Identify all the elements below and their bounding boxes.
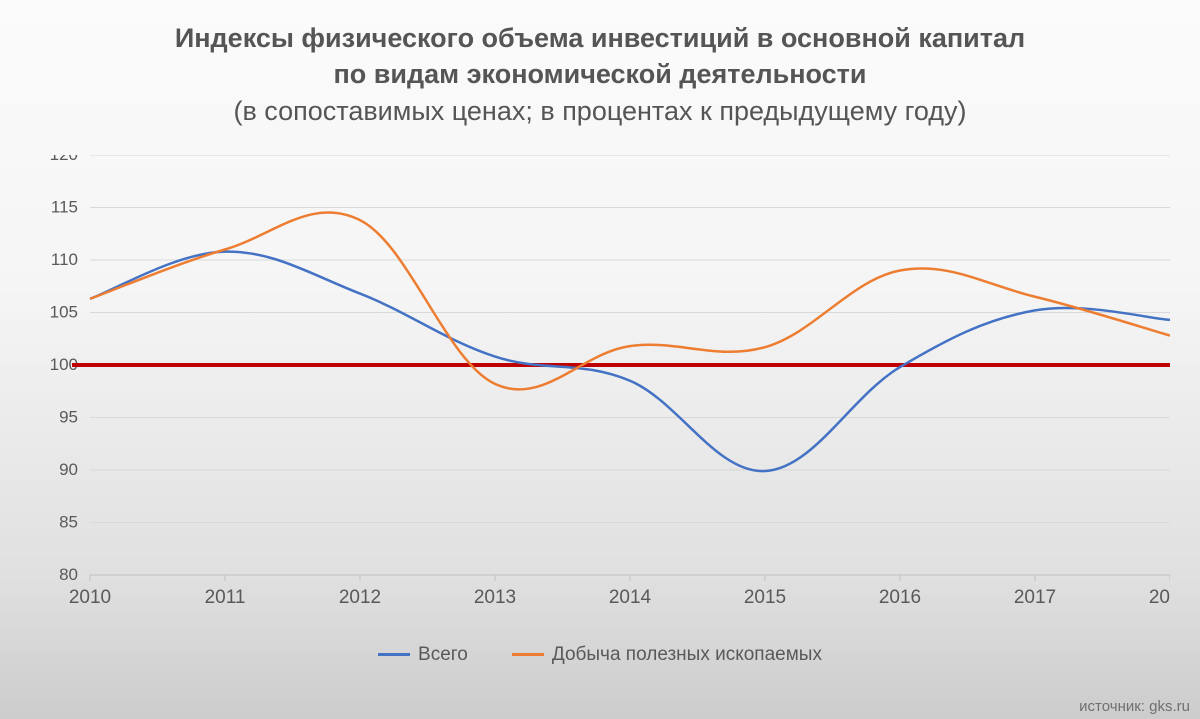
source-label: источник: gks.ru (1079, 698, 1190, 715)
x-tick-label: 2010 (69, 587, 111, 608)
legend-item: Добыча полезных ископаемых (512, 644, 822, 666)
title-line-2: по видам экономической деятельности (0, 56, 1200, 92)
title-line-1: Индексы физического объема инвестиций в … (0, 20, 1200, 56)
x-tick-label: 2015 (744, 587, 786, 608)
series-Добыча полезных ископаемых (90, 212, 1170, 389)
chart-container: 8085909510010511011512020102011201220132… (30, 155, 1170, 625)
x-tick-label: 2018 (1149, 587, 1170, 608)
y-tick-label: 95 (59, 408, 78, 427)
legend-label: Всего (418, 644, 468, 666)
y-tick-label: 90 (59, 460, 78, 479)
x-tick-label: 2012 (339, 587, 381, 608)
y-tick-label: 105 (50, 303, 78, 322)
x-tick-label: 2016 (879, 587, 921, 608)
x-tick-label: 2013 (474, 587, 516, 608)
y-tick-label: 115 (51, 198, 78, 217)
legend-label: Добыча полезных ископаемых (552, 644, 822, 666)
legend-swatch (512, 653, 544, 656)
y-tick-label: 110 (51, 250, 78, 269)
x-tick-label: 2011 (205, 587, 246, 608)
y-tick-label: 80 (59, 565, 78, 584)
title-subtitle: (в сопоставимых ценах; в процентах к пре… (0, 93, 1200, 129)
y-tick-label: 85 (59, 513, 78, 532)
legend-swatch (378, 653, 410, 656)
x-tick-label: 2017 (1014, 587, 1056, 608)
line-chart: 8085909510010511011512020102011201220132… (30, 155, 1170, 625)
y-tick-label: 120 (50, 155, 78, 164)
series-Всего (90, 252, 1170, 472)
chart-title-block: Индексы физического объема инвестиций в … (0, 0, 1200, 129)
legend-item: Всего (378, 644, 468, 666)
chart-legend: Всего Добыча полезных ископаемых (0, 640, 1200, 666)
x-tick-label: 2014 (609, 587, 652, 608)
